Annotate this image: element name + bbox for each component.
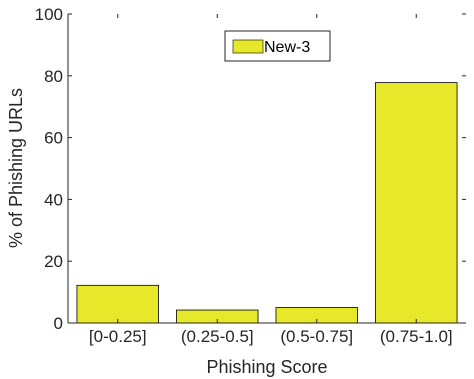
- y-tick-label-4: 80: [44, 67, 63, 86]
- bar-3: [375, 82, 458, 324]
- y-ticks-group: 0 20 40 60 80 100: [35, 5, 466, 333]
- axes-group: [67, 14, 466, 324]
- y-tick-label-3: 60: [44, 129, 63, 148]
- y-axis-title: % of Phishing URLs: [6, 88, 26, 248]
- bars-group: [76, 82, 458, 324]
- x-tick-label-1: (0.25-0.5]: [181, 327, 254, 346]
- y-tick-label-1: 20: [44, 252, 63, 271]
- bar-0: [76, 284, 159, 324]
- x-tick-label-0: [0-0.25]: [89, 327, 147, 346]
- x-tick-label-3: (0.75-1.0]: [380, 327, 453, 346]
- legend-label: New-3: [264, 39, 310, 56]
- x-axis-title: Phishing Score: [206, 357, 327, 377]
- y-tick-label-5: 100: [35, 5, 63, 24]
- y-tick-label-0: 0: [54, 314, 63, 333]
- legend: New-3: [224, 30, 331, 62]
- x-ticks-group: [0-0.25] (0.25-0.5] (0.5-0.75] (0.75-1.0]: [89, 14, 453, 346]
- x-tick-label-2: (0.5-0.75]: [280, 327, 353, 346]
- legend-swatch: [232, 39, 264, 54]
- y-tick-label-2: 40: [44, 190, 63, 209]
